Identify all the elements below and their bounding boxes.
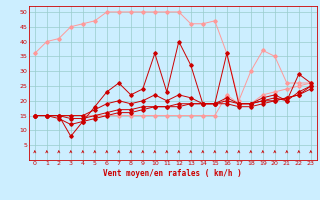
X-axis label: Vent moyen/en rafales ( km/h ): Vent moyen/en rafales ( km/h )	[103, 169, 242, 178]
